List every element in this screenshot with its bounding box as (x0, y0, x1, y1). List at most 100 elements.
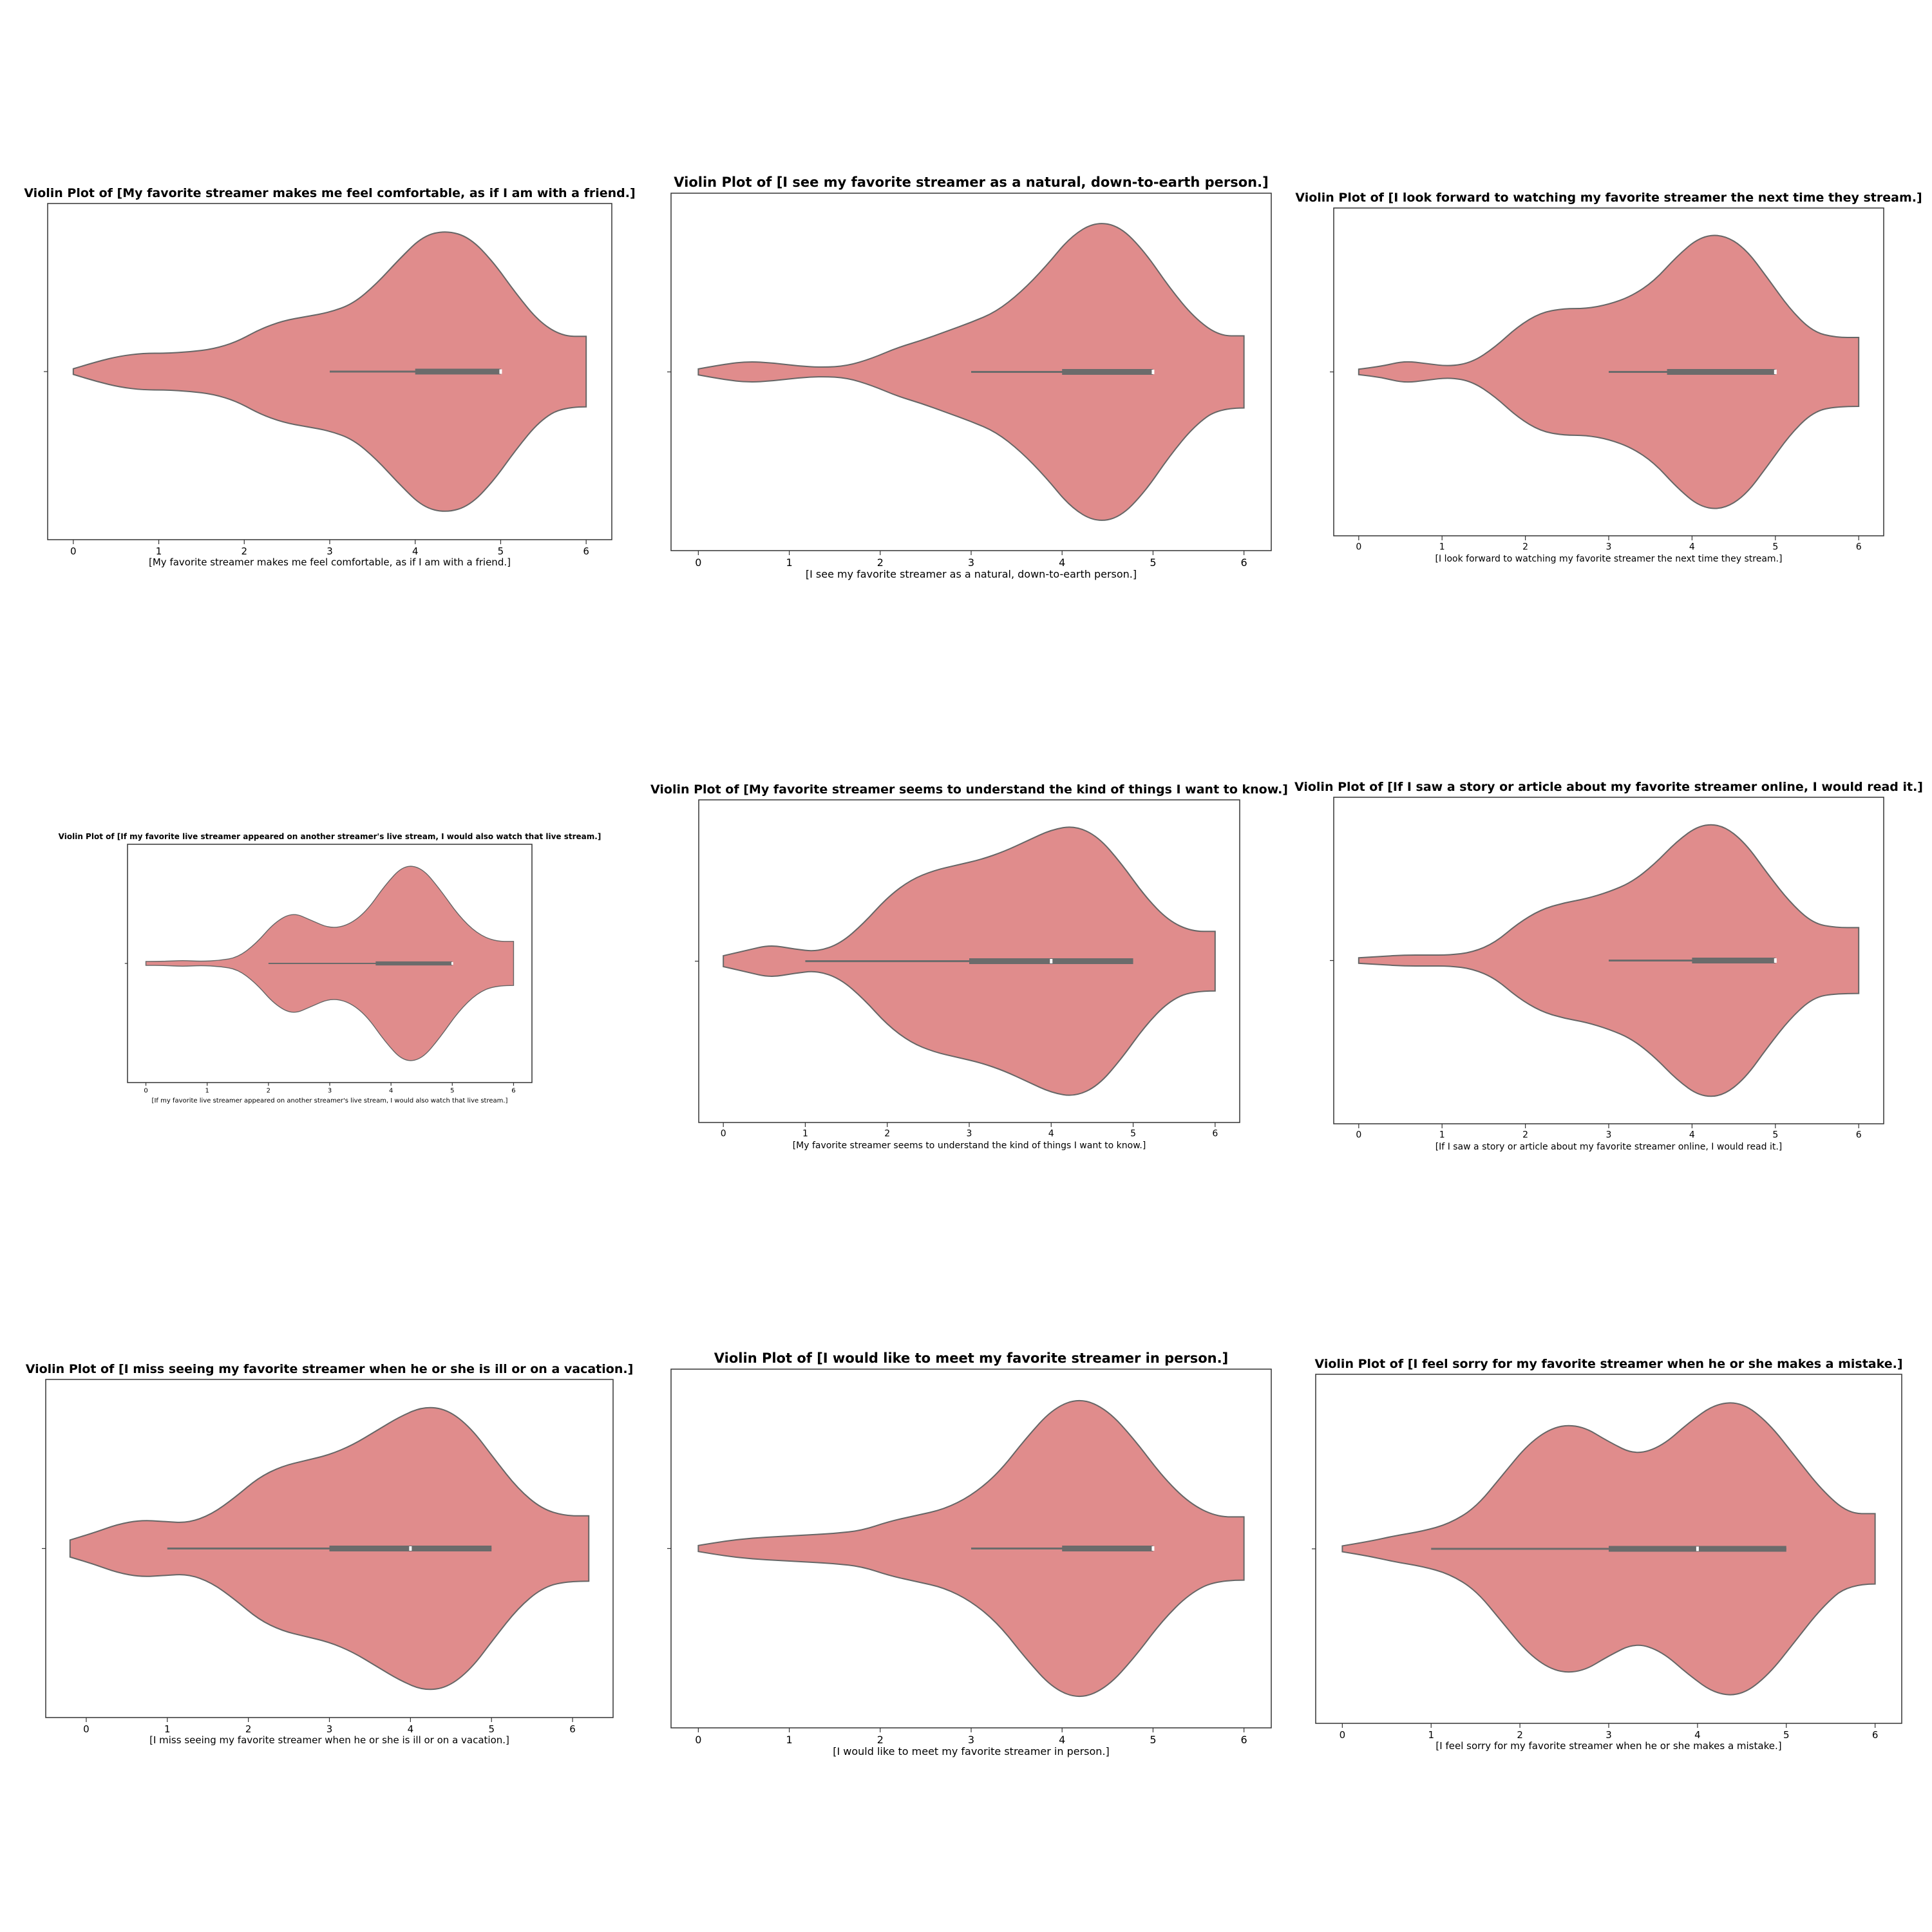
x-tick-label: 0 (695, 556, 701, 569)
x-axis-label: [I see my favorite streamer as a natural… (806, 568, 1137, 580)
median-marker (1151, 1546, 1155, 1551)
x-tick-label: 1 (1428, 1729, 1434, 1741)
x-tick-label: 3 (327, 545, 333, 557)
x-tick-label: 1 (1439, 542, 1445, 553)
x-tick-label: 5 (1150, 1734, 1156, 1746)
median-marker (1774, 958, 1777, 963)
panel-title: Violin Plot of [If my favorite live stre… (59, 832, 601, 841)
x-tick-label: 3 (327, 1723, 333, 1735)
median-marker (1050, 959, 1053, 963)
x-tick-label: 5 (1783, 1729, 1790, 1741)
box-iqr (1667, 369, 1776, 375)
x-tick-label: 3 (968, 1734, 974, 1746)
panel-title: Violin Plot of [I miss seeing my favorit… (26, 1362, 634, 1376)
panel-title: Violin Plot of [My favorite streamer see… (650, 782, 1288, 797)
box-iqr (415, 368, 501, 375)
x-tick-label: 1 (1439, 1130, 1445, 1141)
x-tick-label: 6 (569, 1723, 576, 1735)
violin-panel: Violin Plot of [My favorite streamer see… (650, 782, 1288, 1151)
x-tick-label: 6 (1856, 542, 1862, 553)
x-tick-label: 6 (1241, 1734, 1247, 1746)
panel-title: Violin Plot of [I feel sorry for my favo… (1314, 1357, 1902, 1371)
x-tick-label: 2 (241, 545, 247, 557)
median-marker (1774, 370, 1777, 374)
x-tick-label: 0 (1356, 1130, 1361, 1141)
x-axis-label: [I look forward to watching my favorite … (1435, 554, 1783, 564)
x-tick-label: 1 (156, 545, 162, 557)
violin-panel: Violin Plot of [I would like to meet my … (667, 1350, 1272, 1757)
x-tick-label: 2 (267, 1087, 270, 1094)
x-tick-label: 4 (412, 545, 419, 557)
x-tick-label: 2 (884, 1129, 890, 1139)
x-tick-label: 0 (83, 1723, 90, 1735)
panel-title: Violin Plot of [If I saw a story or arti… (1294, 780, 1923, 794)
x-tick-label: 4 (389, 1087, 393, 1094)
x-axis-label: [I miss seeing my favorite streamer when… (149, 1734, 509, 1746)
box-iqr (1062, 369, 1153, 375)
x-tick-label: 0 (70, 545, 77, 557)
panel-title: Violin Plot of [I see my favorite stream… (674, 175, 1268, 190)
x-axis-label: [If I saw a story or article about my fa… (1435, 1142, 1783, 1152)
x-tick-label: 5 (1772, 1130, 1778, 1141)
x-tick-label: 6 (583, 545, 589, 557)
median-marker (499, 369, 502, 374)
x-tick-label: 2 (1522, 542, 1528, 553)
violin-panel: Violin Plot of [I look forward to watchi… (1295, 191, 1922, 564)
x-tick-label: 6 (511, 1087, 515, 1094)
violin-panel: Violin Plot of [I see my favorite stream… (667, 175, 1272, 580)
x-tick-label: 4 (1059, 556, 1065, 569)
median-marker (409, 1546, 412, 1551)
box-iqr (375, 961, 453, 966)
box-iqr (1692, 958, 1776, 963)
x-tick-label: 0 (1340, 1729, 1346, 1741)
x-tick-label: 3 (1606, 1130, 1612, 1141)
violin-panel: Violin Plot of [My favorite streamer mak… (24, 186, 635, 568)
x-tick-label: 5 (1130, 1129, 1136, 1139)
x-tick-label: 0 (695, 1734, 701, 1746)
x-tick-label: 4 (1059, 1734, 1065, 1746)
x-tick-label: 4 (408, 1723, 414, 1735)
x-axis-label: [My favorite streamer makes me feel comf… (149, 556, 511, 568)
x-tick-label: 3 (968, 556, 974, 569)
x-tick-label: 2 (877, 556, 884, 569)
x-tick-label: 1 (164, 1723, 171, 1735)
violin-panel: Violin Plot of [I miss seeing my favorit… (26, 1362, 634, 1746)
x-axis-label: [I would like to meet my favorite stream… (833, 1745, 1110, 1757)
x-tick-label: 2 (877, 1734, 884, 1746)
x-tick-label: 4 (1689, 542, 1695, 553)
x-tick-label: 5 (1150, 556, 1156, 569)
x-tick-label: 1 (205, 1087, 209, 1094)
x-tick-label: 1 (802, 1129, 808, 1139)
box-iqr (1062, 1546, 1153, 1551)
panel-title: Violin Plot of [My favorite streamer mak… (24, 186, 635, 200)
x-axis-label: [If my favorite live streamer appeared o… (152, 1097, 508, 1104)
x-tick-label: 2 (1517, 1729, 1523, 1741)
x-tick-label: 2 (1522, 1130, 1528, 1141)
x-tick-label: 1 (786, 1734, 792, 1746)
panel-title: Violin Plot of [I would like to meet my … (714, 1350, 1228, 1366)
x-tick-label: 4 (1689, 1130, 1695, 1141)
x-tick-label: 3 (1605, 1729, 1612, 1741)
x-tick-label: 3 (328, 1087, 332, 1094)
violin-panel: Violin Plot of [I feel sorry for my favo… (1312, 1357, 1903, 1752)
x-tick-label: 4 (1694, 1729, 1701, 1741)
x-tick-label: 0 (721, 1129, 726, 1139)
x-tick-label: 5 (1772, 542, 1778, 553)
violin-panel: Violin Plot of [If my favorite live stre… (59, 832, 601, 1104)
violin-panel: Violin Plot of [If I saw a story or arti… (1294, 780, 1923, 1152)
x-tick-label: 0 (1356, 542, 1361, 553)
median-marker (1696, 1546, 1699, 1551)
x-tick-label: 2 (245, 1723, 252, 1735)
x-tick-label: 5 (450, 1087, 454, 1094)
x-tick-label: 1 (786, 556, 792, 569)
x-tick-label: 3 (1606, 542, 1612, 553)
median-marker (451, 961, 453, 965)
median-marker (1151, 370, 1155, 374)
panel-title: Violin Plot of [I look forward to watchi… (1295, 191, 1922, 205)
x-tick-label: 5 (498, 545, 504, 557)
x-tick-label: 6 (1872, 1729, 1879, 1741)
x-tick-label: 5 (488, 1723, 495, 1735)
x-tick-label: 4 (1048, 1129, 1054, 1139)
x-tick-label: 6 (1241, 556, 1247, 569)
